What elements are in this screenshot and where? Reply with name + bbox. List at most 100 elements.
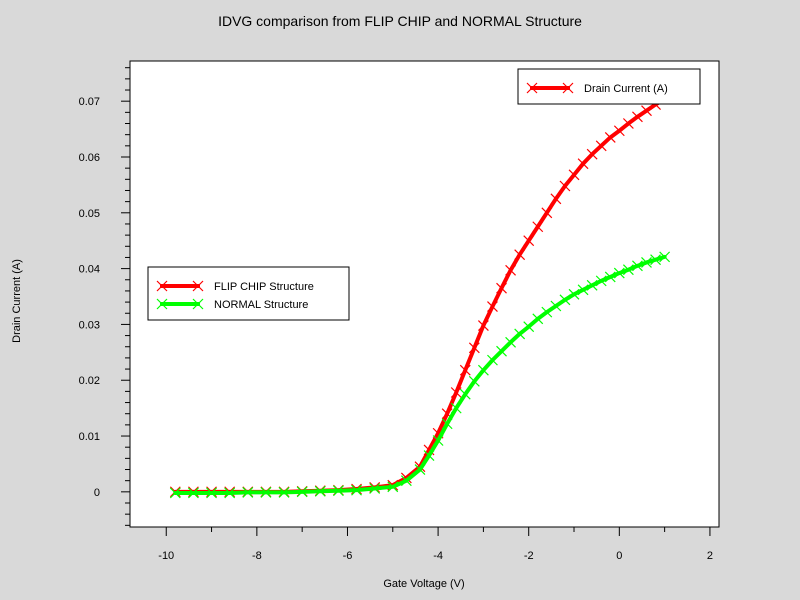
data-point-marker [532,313,544,325]
x-axis-label: Gate Voltage (V) [383,578,464,590]
data-point-marker [541,207,553,219]
x-tick-label: 2 [707,550,713,562]
x-tick-label: -6 [343,550,353,562]
data-point-marker [369,483,381,494]
x-tick-label: 0 [616,550,622,562]
data-point-marker [532,221,544,233]
data-point-marker [206,487,217,499]
data-point-marker [604,132,616,143]
y-tick-label: 0 [94,487,100,499]
data-point-marker [296,486,308,498]
data-point-marker [487,301,498,312]
data-point-marker [477,364,489,376]
data-point-marker [188,487,199,499]
data-point-marker [468,342,480,354]
x-axis: -10 -8 -6 -4 -2 0 2 [158,527,713,562]
data-point-marker [414,464,426,475]
data-point-marker [441,418,453,430]
data-point-marker [450,402,462,414]
data-point-marker [514,249,526,261]
data-point-marker [496,345,507,357]
legend-side: FLIP CHIP Structure NORMAL Structure [147,266,350,321]
data-point-marker [496,282,507,294]
data-point-marker [450,387,462,398]
data-point-marker [568,169,580,181]
data-point-marker [622,264,634,276]
legend-label: NORMAL Structure [214,299,308,311]
x-tick-label: -4 [433,550,443,562]
legend-box [147,266,350,321]
data-point-marker [487,354,498,366]
data-point-marker [224,487,236,499]
data-point-marker [505,336,517,348]
legend-top: Drain Current (A) [517,68,701,105]
y-tick-label: 0.02 [79,375,100,387]
chart-title: IDVG comparison from FLIP CHIP and NORMA… [218,13,582,29]
data-point-marker [559,180,571,192]
data-point-marker [586,148,598,160]
data-point-marker [459,388,471,400]
data-point-marker [577,284,589,296]
legend-marker [562,82,574,94]
data-point-marker [632,111,643,123]
x-tick-label: -2 [524,550,534,562]
legend-marker [192,298,204,310]
y-tick-label: 0.07 [79,96,100,108]
data-point-marker [595,140,607,152]
data-point-marker [260,486,272,498]
data-point-marker [550,193,562,205]
series-layer [169,93,671,499]
data-point-marker [278,486,290,498]
legend-marker [526,82,538,94]
series-normal [169,251,671,499]
data-point-marker [622,118,634,129]
legend-marker [156,280,168,292]
data-point-marker [423,450,435,461]
data-point-marker [595,275,607,287]
y-axis-label: Drain Current (A) [11,259,23,343]
data-point-marker [613,125,625,137]
y-tick-label: 0.01 [79,431,100,443]
data-point-marker [351,484,362,496]
data-point-marker [387,481,399,493]
data-point-marker [459,364,471,376]
data-point-marker [659,251,671,263]
y-tick-label: 0.05 [79,208,100,220]
legend-label: Drain Current (A) [584,83,668,95]
data-point-marker [332,485,344,497]
data-point-marker [541,306,553,318]
data-point-marker [586,279,598,291]
data-point-marker [632,260,643,272]
y-tick-label: 0.04 [79,264,100,276]
data-point-marker [568,288,580,300]
data-point-marker [559,294,571,306]
data-point-marker [650,254,661,266]
data-point-marker [505,264,517,276]
data-point-marker [523,321,535,333]
data-point-marker [432,435,444,446]
data-point-marker [641,105,652,117]
data-point-marker [550,300,562,312]
data-point-marker [314,485,326,497]
data-point-marker [641,257,652,268]
x-tick-label: -10 [158,550,174,562]
series-line [173,254,667,495]
data-point-marker [477,320,489,331]
data-point-marker [242,486,254,498]
data-point-marker [613,267,625,279]
y-tick-label: 0.06 [79,152,100,164]
data-point-marker [523,235,535,247]
data-point-marker [604,271,616,283]
x-tick-label: -8 [252,550,262,562]
data-point-marker [400,475,412,487]
data-point-marker [169,487,181,499]
y-axis: 0 0.01 0.02 0.03 0.04 0.05 0.06 0.07 [79,67,130,526]
legend-marker [156,298,168,310]
data-point-marker [468,375,480,387]
legend-label: FLIP CHIP Structure [214,281,314,293]
data-point-marker [514,328,526,340]
y-tick-label: 0.03 [79,319,100,331]
data-point-marker [577,158,589,170]
legend-marker [192,280,204,292]
